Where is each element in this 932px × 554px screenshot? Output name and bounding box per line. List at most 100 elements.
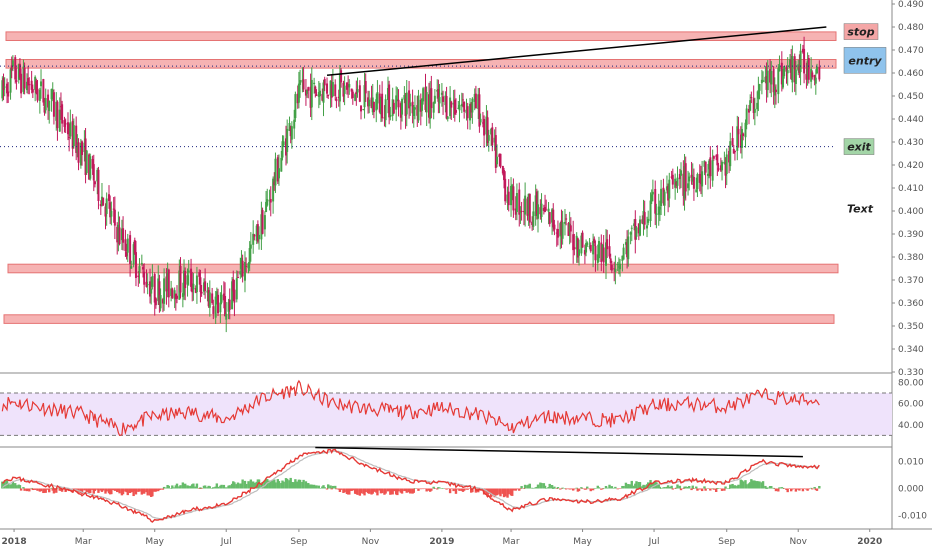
macd-hist-bar-174	[285, 478, 289, 489]
candle-body-477	[783, 66, 786, 77]
candle-body-69	[113, 209, 116, 226]
candle-body-339	[556, 229, 559, 238]
macd-hist-bar-214	[351, 488, 355, 491]
macd-hist-bar-167	[274, 482, 277, 489]
macd-hist-bar-182	[298, 479, 302, 489]
candle-body-338	[555, 232, 558, 234]
macd-hist-bar-7	[11, 481, 15, 489]
candle-body-81	[133, 240, 136, 254]
macd-hist-bar-24	[39, 488, 43, 492]
candle-body-262	[430, 88, 433, 109]
macd-hist-bar-476	[781, 487, 785, 489]
macd-hist-bar-137	[225, 487, 228, 489]
macd-hist-bar-219	[359, 488, 363, 494]
candle-body-115	[190, 268, 193, 287]
candle-body-449	[737, 128, 740, 135]
candle-body-75	[124, 239, 127, 251]
candle-body-44	[72, 125, 75, 147]
candle-body-377	[619, 263, 622, 270]
candle-body-17	[28, 84, 31, 86]
candle-body-423	[695, 189, 698, 193]
candle-body-136	[224, 295, 227, 317]
candle-body-300	[493, 137, 496, 143]
candle-body-114	[187, 270, 190, 273]
macd-hist-bar-412	[676, 484, 679, 489]
candle-body-279	[458, 105, 461, 111]
candle-body-97	[159, 295, 162, 309]
macd-hist-bar-201	[330, 488, 333, 490]
candle-body-208	[342, 82, 345, 97]
macd-hist-bar-454	[745, 484, 748, 489]
candle-body-263	[432, 102, 435, 113]
candle-body-424	[696, 174, 699, 190]
price-tick-label-16: 0.330	[898, 368, 924, 378]
candle-body-35	[58, 109, 61, 132]
macd-hist-bar-329	[540, 483, 543, 489]
candle-body-317	[520, 210, 523, 212]
macd-hist-bar-489	[802, 488, 806, 489]
candle-body-411	[675, 182, 678, 186]
time-tick-label-9: Jul	[648, 537, 660, 547]
candle-body-361	[593, 238, 596, 244]
macd-hist-bar-206	[338, 488, 342, 492]
candle-body-154	[253, 234, 256, 237]
macd-hist-bar-477	[782, 488, 786, 489]
candle-body-285	[469, 103, 472, 121]
macd-hist-bar-384	[630, 480, 633, 489]
candle-body-444	[729, 141, 732, 167]
candle-body-144	[236, 276, 239, 278]
macd-hist-bar-87	[142, 488, 146, 494]
macd-hist-bar-372	[610, 486, 614, 489]
macd-hist-bar-172	[282, 481, 285, 489]
macd-hist-bar-265	[436, 488, 439, 490]
candle-body-41	[68, 137, 71, 139]
candle-body-197	[323, 78, 326, 86]
time-tick-label-7: Mar	[503, 537, 520, 547]
candle-body-460	[756, 102, 759, 110]
macd-hist-bar-135	[222, 484, 226, 489]
candle-body-242	[397, 99, 400, 108]
candle-body-125	[206, 290, 209, 293]
candle-body-56	[92, 164, 95, 181]
candle-body-344	[565, 218, 568, 220]
macd-hist-bar-257	[421, 488, 425, 490]
candle-body-430	[706, 173, 709, 176]
candle-body-283	[465, 109, 468, 114]
macd-hist-bar-327	[536, 484, 540, 489]
price-tick-label-8: 0.410	[898, 184, 924, 194]
macd-hist-bar-14	[23, 488, 26, 491]
macd-hist-bar-417	[684, 486, 687, 489]
macd-hist-bar-99	[162, 486, 166, 489]
candle-body-382	[627, 236, 630, 260]
macd-hist-bar-434	[712, 488, 716, 490]
candle-body-158	[260, 214, 263, 240]
macd-hist-bar-134	[220, 484, 223, 489]
macd-hist-bar-304	[499, 488, 502, 497]
candle-body-381	[626, 242, 629, 258]
candle-body-225	[370, 97, 373, 109]
candle-body-498	[818, 66, 821, 80]
candle-body-42	[69, 122, 72, 137]
macd-hist-bar-273	[448, 488, 452, 494]
candle-body-319	[524, 195, 527, 215]
candle-body-25	[42, 79, 45, 103]
candle-body-203	[334, 84, 337, 96]
candle-body-209	[343, 85, 346, 94]
macd-hist-bar-56	[92, 488, 95, 494]
candle-body-143	[235, 278, 238, 300]
candle-body-360	[592, 241, 595, 255]
candle-body-275	[452, 102, 455, 105]
macd-hist-bar-419	[688, 486, 691, 489]
label-exit: exit	[847, 141, 871, 154]
candle-body-78	[129, 235, 132, 265]
candle-body-448	[736, 126, 739, 151]
candle-body-255	[419, 99, 422, 112]
candle-body-371	[609, 258, 612, 263]
candle-body-442	[725, 154, 728, 174]
macd-hist-bar-241	[396, 488, 399, 496]
candle-body-348	[572, 234, 575, 251]
macd-hist-bar-354	[581, 488, 584, 489]
candle-body-232	[381, 93, 384, 119]
